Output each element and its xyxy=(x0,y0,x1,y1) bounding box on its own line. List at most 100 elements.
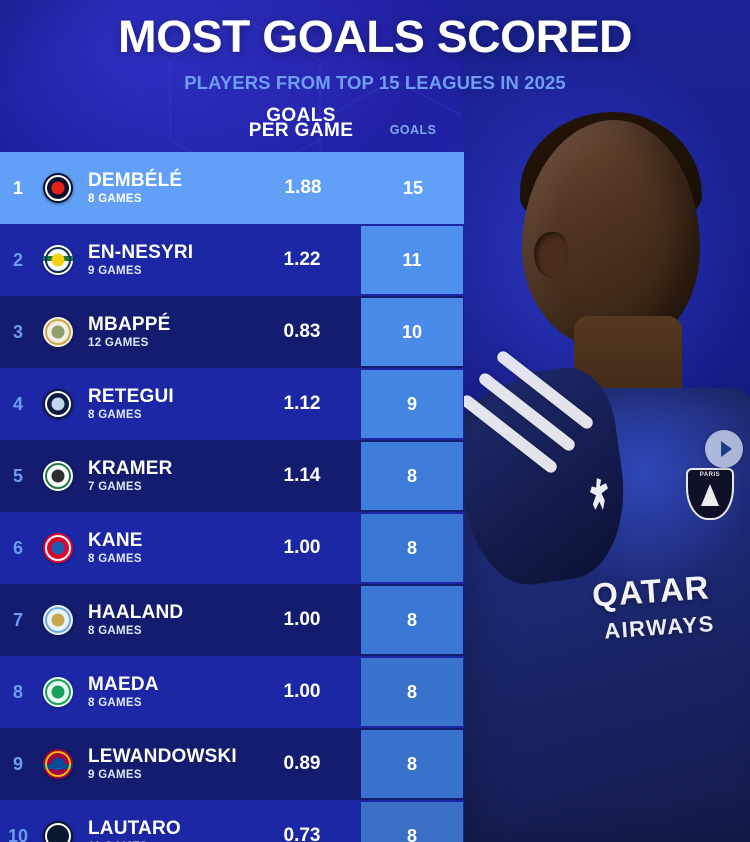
player-games-played: 12 GAMES xyxy=(88,337,149,350)
club-badge-wrap xyxy=(36,173,80,203)
player-info: KANE 8 GAMES xyxy=(80,529,243,566)
player-games-played: 8 GAMES xyxy=(88,553,142,566)
club-badge-wrap xyxy=(36,533,80,563)
player-info: EN-NESYRI 9 GAMES xyxy=(80,241,243,278)
table-row[interactable]: 5 KRAMER 7 GAMES 1.14 8 xyxy=(0,440,464,512)
player-games-played: 8 GAMES xyxy=(88,697,142,710)
ranking-table: 1 DEMBÉLÉ 8 GAMES 1.88 15 2 EN-NESYRI 9 GAMES 1.… xyxy=(0,152,464,842)
rank-number: 2 xyxy=(12,249,23,270)
player-name: DEMBÉLÉ xyxy=(88,169,183,191)
player-name: LAUTARO xyxy=(88,817,181,839)
fenerbahce-crest-icon xyxy=(43,245,73,275)
table-row[interactable]: 10 LAUTARO11 GAMES 0.73 8 xyxy=(0,800,464,842)
table-row[interactable]: 4 RETEGUI 8 GAMES 1.12 9 xyxy=(0,368,464,440)
rank-number: 3 xyxy=(12,321,23,342)
player-info: KRAMER 7 GAMES xyxy=(80,457,243,494)
club-badge-wrap xyxy=(36,317,80,347)
player-name: EN-NESYRI xyxy=(88,241,194,263)
crest-ring xyxy=(45,679,71,705)
goals-per-game-value: 1.12 xyxy=(283,393,321,414)
column-header-goals: GOALS xyxy=(389,123,437,137)
inter-crest-icon xyxy=(43,821,73,842)
crest-ring xyxy=(45,391,71,417)
player-info: MAEDA 8 GAMES xyxy=(80,673,243,710)
club-badge-wrap xyxy=(36,605,80,635)
atalanta-crest-icon xyxy=(43,389,73,419)
player-games-played: 8 GAMES xyxy=(88,625,142,638)
player-games-played: 7 GAMES xyxy=(88,481,142,494)
goals-value: 8 xyxy=(361,658,463,726)
column-header-goals-per-game-line2: PER GAME xyxy=(248,120,354,141)
psg-crest-icon xyxy=(43,173,73,203)
table-row[interactable]: 3 MBAPPÉ 12 GAMES 0.83 10 xyxy=(0,296,464,368)
player-games-played: 8 GAMES xyxy=(88,193,142,206)
barcelona-crest-icon xyxy=(43,749,73,779)
player-name: KANE xyxy=(88,529,143,551)
column-headers: GOALS PER GAME GOALS xyxy=(0,106,750,150)
player-games-played: 8 GAMES xyxy=(88,409,142,422)
club-badge-wrap xyxy=(36,821,80,842)
table-row[interactable]: 7 HAALAND 8 GAMES 1.00 8 xyxy=(0,584,464,656)
club-badge-wrap xyxy=(36,461,80,491)
goals-value: 8 xyxy=(361,586,463,654)
player-info: MBAPPÉ 12 GAMES xyxy=(80,314,243,350)
eiffel-tower-icon xyxy=(701,484,719,506)
page-title: MOST GOALS SCORED xyxy=(117,11,633,62)
table-row[interactable]: 6 KANE 8 GAMES 1.00 8 xyxy=(0,512,464,584)
crest-ring xyxy=(45,751,71,777)
player-name: KRAMER xyxy=(88,457,173,479)
rank-number: 10 xyxy=(7,825,29,842)
rank-number: 5 xyxy=(12,465,23,486)
goals-value: 10 xyxy=(361,298,463,366)
goals-value: 8 xyxy=(361,514,463,582)
club-badge-wrap xyxy=(36,749,80,779)
player-ear xyxy=(534,232,568,278)
man-city-crest-icon xyxy=(43,605,73,635)
club-badge-wrap xyxy=(36,677,80,707)
chevron-right-icon xyxy=(720,441,732,457)
gladbach-crest-icon xyxy=(43,461,73,491)
player-info: RETEGUI 8 GAMES xyxy=(80,386,243,422)
player-games-played: 9 GAMES xyxy=(88,265,142,278)
bayern-crest-icon xyxy=(43,533,73,563)
crest-ring xyxy=(45,463,71,489)
header: MOST GOALS SCORED PLAYERS FROM TOP 15 LE… xyxy=(0,0,750,94)
goals-per-game-value: 1.00 xyxy=(283,537,321,558)
goals-value: 8 xyxy=(361,730,463,798)
club-badge-wrap xyxy=(36,389,80,419)
goals-per-game-value: 0.73 xyxy=(283,825,321,842)
rank-number: 6 xyxy=(12,537,23,558)
player-name: HAALAND xyxy=(88,601,184,623)
psg-crest-icon: PARIS xyxy=(686,468,734,520)
goals-value: 8 xyxy=(361,442,463,510)
table-row[interactable]: 1 DEMBÉLÉ 8 GAMES 1.88 15 xyxy=(0,152,464,224)
crest-ring xyxy=(45,175,71,201)
player-info: LEWANDOWSKI 9 GAMES xyxy=(80,745,243,782)
player-info: LAUTARO11 GAMES xyxy=(80,817,243,842)
crest-paris-text: PARIS xyxy=(699,472,721,478)
player-name: MAEDA xyxy=(88,673,159,695)
rank-number: 7 xyxy=(12,609,23,630)
rank-number: 9 xyxy=(12,753,23,774)
player-name: LEWANDOWSKI xyxy=(88,745,237,767)
goals-per-game-value: 0.89 xyxy=(283,753,321,774)
crest-ring xyxy=(45,535,71,561)
club-badge-wrap xyxy=(36,245,80,275)
goals-per-game-value: 1.00 xyxy=(283,681,321,702)
crest-ring xyxy=(45,607,71,633)
crest-ring xyxy=(45,319,71,345)
goals-value: 9 xyxy=(361,370,463,438)
table-row[interactable]: 8 MAEDA 8 GAMES 1.00 8 xyxy=(0,656,464,728)
celtic-crest-icon xyxy=(43,677,73,707)
real-madrid-crest-icon xyxy=(43,317,73,347)
player-games-played: 9 GAMES xyxy=(88,769,142,782)
goals-per-game-value: 1.14 xyxy=(283,465,321,486)
next-slide-button[interactable] xyxy=(705,430,743,468)
player-info: HAALAND 8 GAMES xyxy=(80,601,243,638)
table-row[interactable]: 9 LEWANDOWSKI 9 GAMES 0.89 8 xyxy=(0,728,464,800)
crest-ring xyxy=(45,823,71,842)
table-row[interactable]: 2 EN-NESYRI 9 GAMES 1.22 11 xyxy=(0,224,464,296)
goals-value: 15 xyxy=(402,177,424,198)
goals-per-game-value: 1.88 xyxy=(284,177,322,198)
